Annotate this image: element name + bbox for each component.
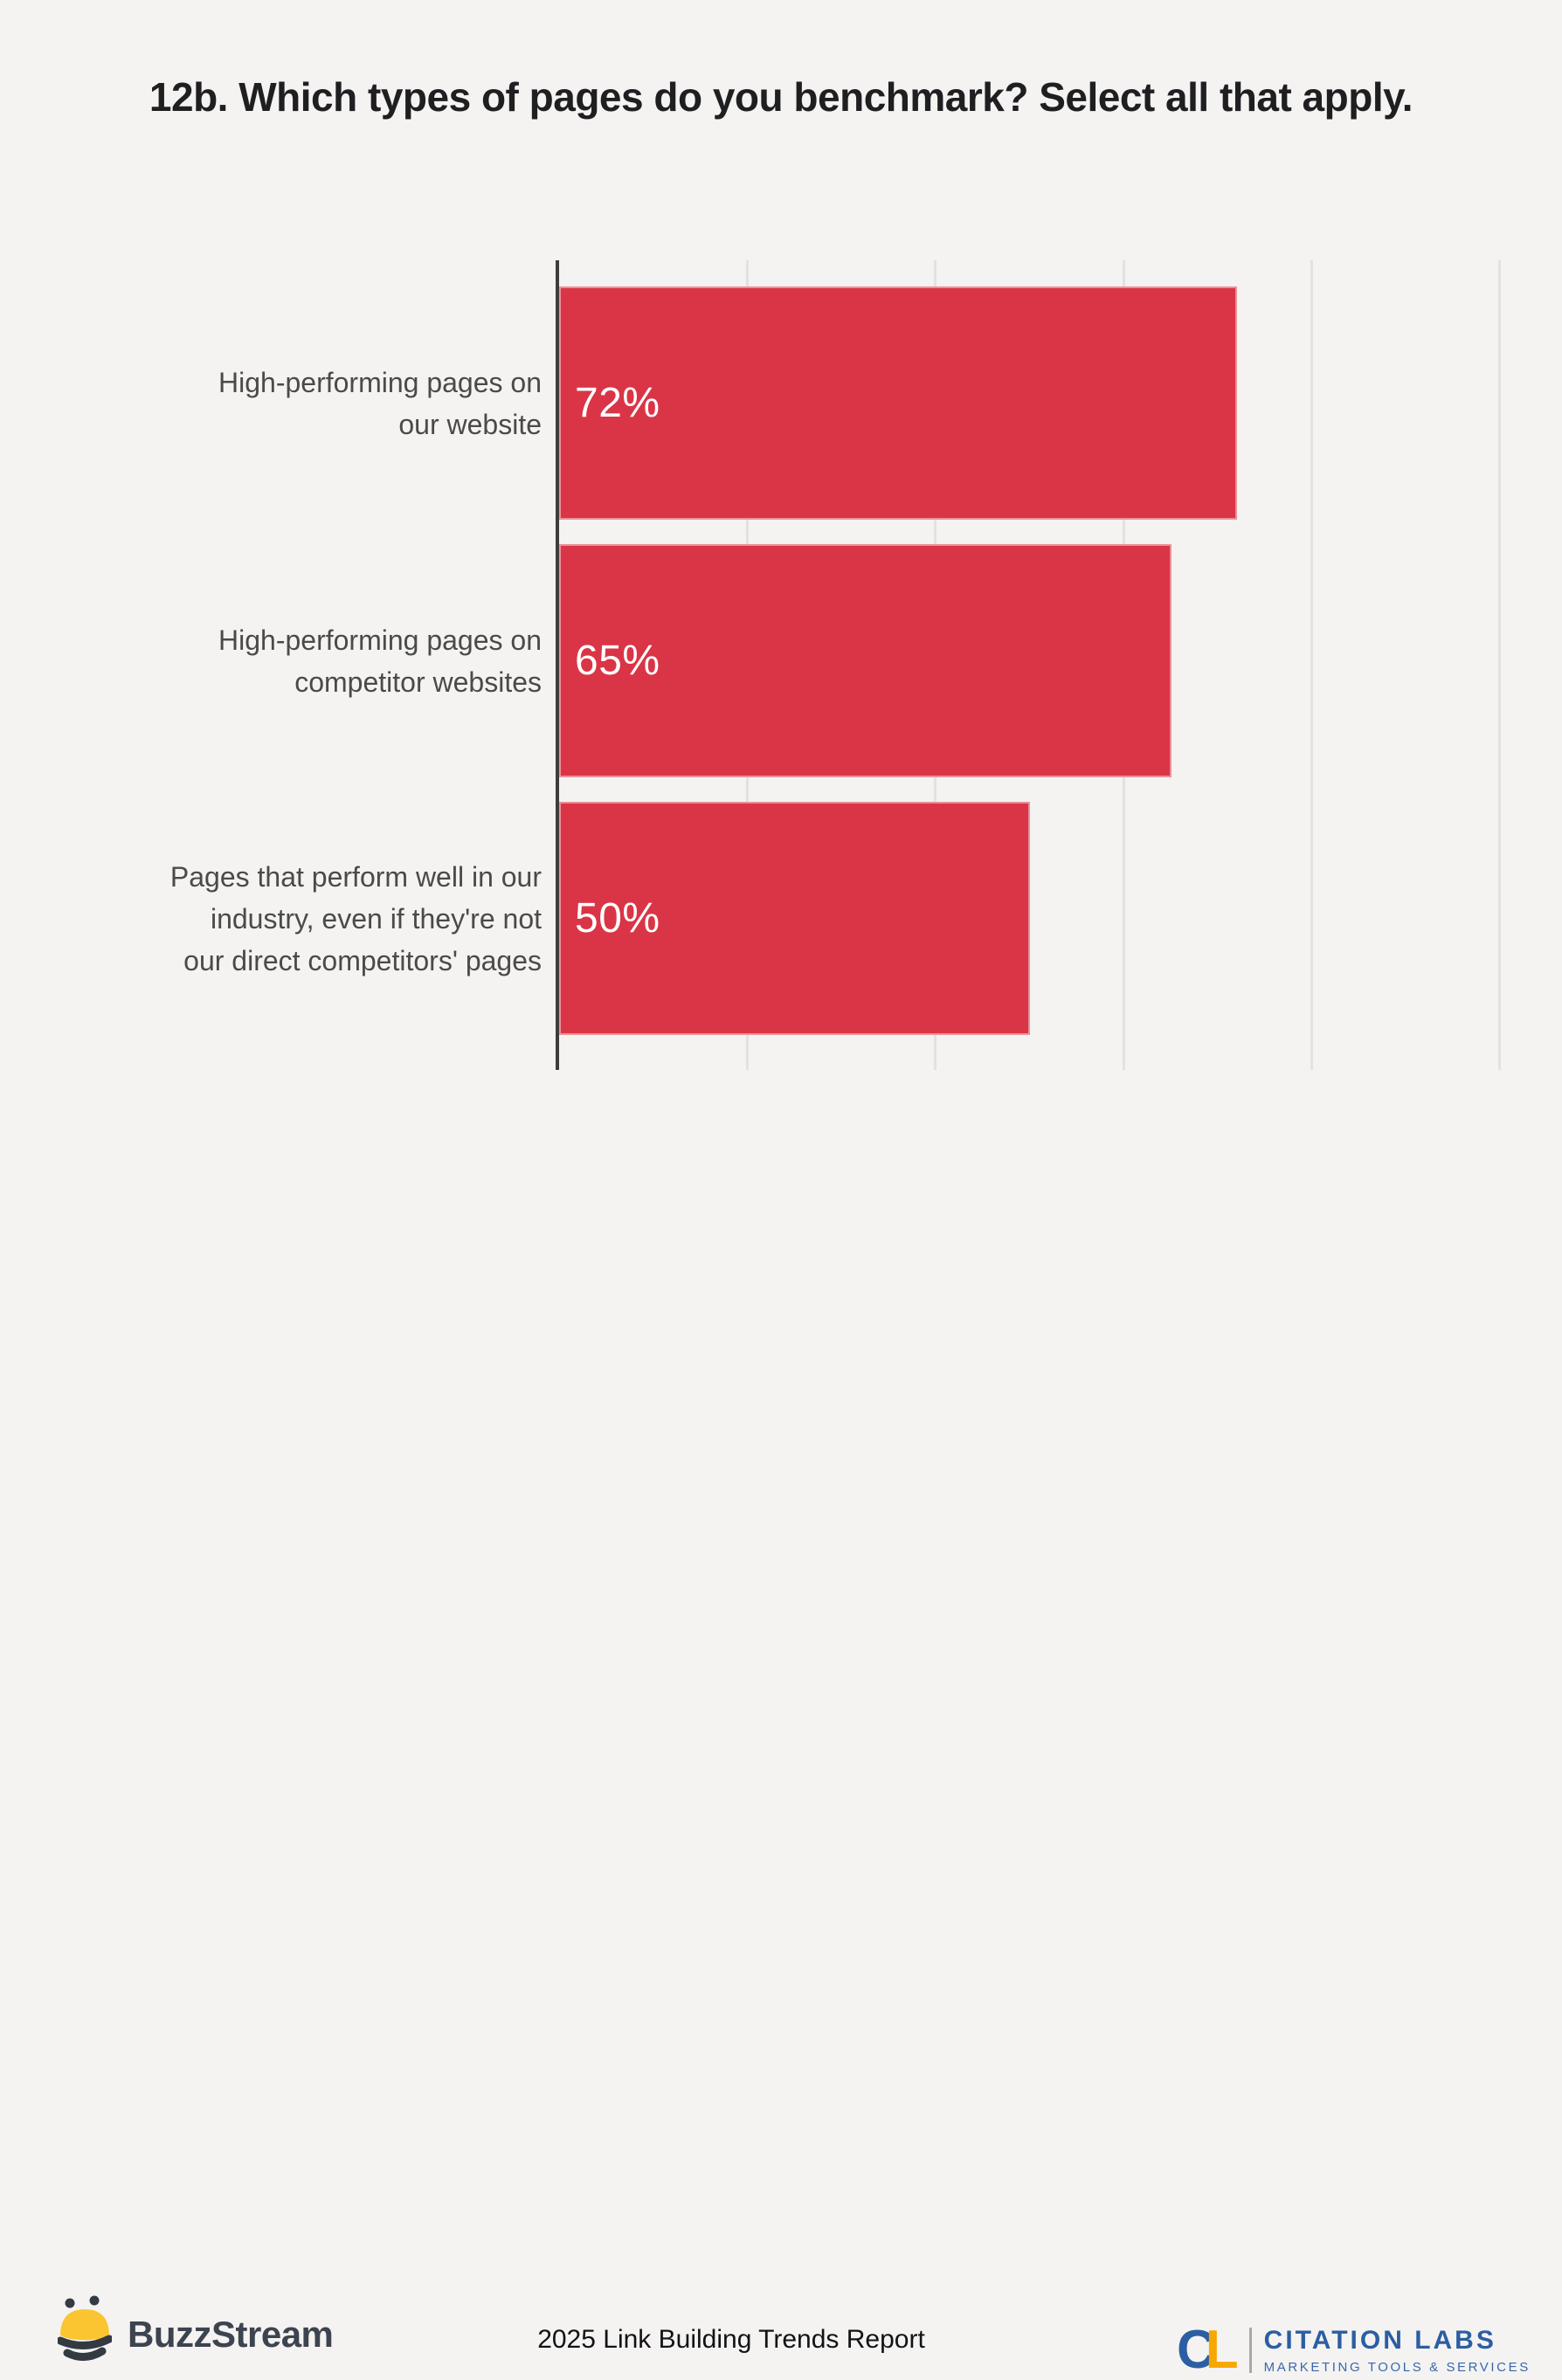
gridline-100 <box>1498 260 1501 1070</box>
category-label-line: High-performing pages on <box>218 624 542 656</box>
category-label: High-performing pages on competitor webs… <box>24 544 542 777</box>
citation-labs-text: CITATION LABS MARKETING TOOLS & SERVICES <box>1264 2326 1531 2375</box>
buzzstream-wordmark: BuzzStream <box>128 2314 334 2355</box>
citation-labs-name: CITATION LABS <box>1263 2326 1496 2355</box>
y-axis-line <box>556 260 559 1070</box>
bar-value-label: 50% <box>575 895 660 942</box>
bar: 72% <box>559 286 1238 520</box>
bar-row: 72% <box>559 286 1501 520</box>
bar-row: 65% <box>559 544 1501 777</box>
category-label: Pages that perform well in our industry,… <box>24 802 542 1035</box>
category-label-line: our website <box>398 408 542 440</box>
bar: 65% <box>559 544 1172 777</box>
cl-monogram-l: L <box>1205 2320 1239 2380</box>
footer: BuzzStream 2025 Link Building Trends Rep… <box>0 1135 1562 2377</box>
report-title: 2025 Link Building Trends Report <box>537 2325 925 2354</box>
category-label-line: High-performing pages on <box>218 366 542 398</box>
citation-labs-tagline: MARKETING TOOLS & SERVICES <box>1263 2360 1531 2375</box>
gridline-80 <box>1310 260 1314 1070</box>
category-label-line: competitor websites <box>294 666 542 698</box>
category-label-line: our direct competitors' pages <box>183 944 542 976</box>
bar-value-label: 65% <box>575 638 660 684</box>
logo-divider <box>1248 2328 1252 2373</box>
bee-icon <box>58 2295 112 2361</box>
buzzstream-logo: BuzzStream <box>58 2290 355 2363</box>
category-label-line: Pages that perform well in our <box>169 860 542 893</box>
citation-labs-logo: C L CITATION LABS MARKETING TOOLS & SERV… <box>1177 2323 1531 2377</box>
page-title: 12b. Which types of pages do you benchma… <box>149 74 1413 120</box>
category-label: High-performing pages on our website <box>24 286 542 520</box>
bar: 50% <box>559 802 1030 1035</box>
plot-area: 72% 65% 50% <box>559 260 1501 1070</box>
bar-row: 50% <box>559 802 1501 1035</box>
category-label-line: industry, even if they're not <box>210 902 542 935</box>
cl-monogram: C L <box>1177 2323 1239 2377</box>
bar-value-label: 72% <box>575 380 660 426</box>
